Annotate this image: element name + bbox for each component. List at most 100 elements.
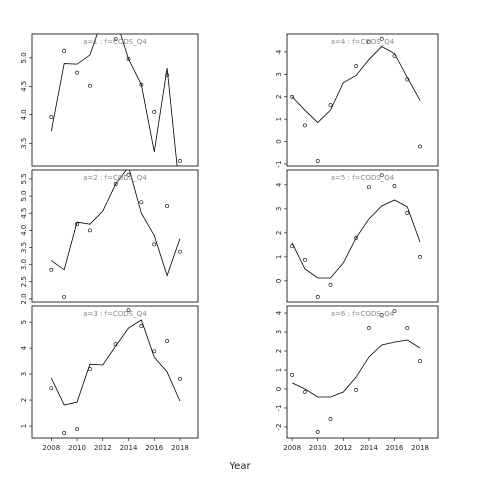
data-point xyxy=(354,64,359,68)
y-tick-label: 4.0 xyxy=(20,109,28,120)
x-tick-label: 2012 xyxy=(94,444,112,452)
panel-frame xyxy=(31,169,199,303)
y-tick-label: -1 xyxy=(275,160,283,167)
data-point xyxy=(418,359,422,363)
panel xyxy=(290,37,422,163)
y-tick-label: 1 xyxy=(275,117,283,121)
x-tick-label: 2016 xyxy=(386,444,404,452)
data-point xyxy=(315,295,320,299)
fit-line xyxy=(291,199,421,279)
data-point xyxy=(139,324,144,328)
y-tick-label: 2.0 xyxy=(20,293,28,304)
y-tick-label: 2.5 xyxy=(20,276,28,287)
y-tick-label: 2 xyxy=(275,95,283,99)
x-tick-label: 2008 xyxy=(42,444,60,452)
y-tick-label: 0 xyxy=(275,139,283,143)
data-point xyxy=(405,326,410,330)
data-point xyxy=(88,367,92,372)
x-tick-label: 2010 xyxy=(309,444,327,452)
data-point xyxy=(49,386,54,391)
panel-frame xyxy=(31,33,199,167)
x-tick-label: 2010 xyxy=(68,444,86,452)
panel-frame xyxy=(286,169,439,303)
panel-frame xyxy=(286,305,439,439)
x-tick-label: 2018 xyxy=(171,444,189,452)
data-point xyxy=(126,57,131,61)
data-point xyxy=(379,37,384,41)
data-point xyxy=(75,70,79,75)
data-point xyxy=(113,182,118,186)
fit-line xyxy=(50,319,181,406)
y-tick-label: 4 xyxy=(275,49,283,54)
x-tick-label: 2016 xyxy=(145,444,163,452)
data-point xyxy=(113,37,118,42)
y-tick-label: 0 xyxy=(275,279,283,283)
panel-title: a=3 : f=CODS_Q4 xyxy=(83,310,147,318)
data-point xyxy=(354,388,359,392)
data-point xyxy=(290,373,295,377)
panel-title: a=5 : f=CODS_Q4 xyxy=(331,174,395,182)
y-tick-label: 5.0 xyxy=(20,190,28,201)
data-point xyxy=(139,200,144,205)
panel-frame xyxy=(286,33,439,167)
x-axis-label: Year xyxy=(228,461,251,472)
data-point xyxy=(62,49,67,53)
y-tick-label: 3 xyxy=(275,207,283,211)
data-point xyxy=(328,103,333,107)
panel xyxy=(49,170,182,299)
data-point xyxy=(75,427,79,432)
data-point xyxy=(165,73,170,77)
y-tick-label: 3.0 xyxy=(20,259,28,270)
y-tick-label: 2 xyxy=(275,231,283,235)
data-point xyxy=(62,431,67,435)
data-point xyxy=(165,339,170,343)
y-tick-label: 3.5 xyxy=(20,242,28,253)
y-tick-label: 1 xyxy=(275,255,283,259)
panel xyxy=(290,309,422,434)
data-point xyxy=(379,313,384,317)
fit-line xyxy=(291,339,421,398)
data-point xyxy=(49,115,54,119)
data-point xyxy=(366,185,371,190)
y-tick-label: 5.0 xyxy=(20,52,28,63)
x-tick-label: 2014 xyxy=(120,444,138,452)
data-point xyxy=(379,173,384,178)
data-point xyxy=(88,228,92,233)
panel xyxy=(49,34,182,166)
data-point xyxy=(152,242,157,247)
data-point xyxy=(152,349,157,354)
y-tick-label: 4 xyxy=(20,345,28,350)
data-point xyxy=(165,204,170,208)
data-point xyxy=(354,236,359,240)
y-tick-label: 4.5 xyxy=(20,208,28,219)
data-point xyxy=(88,83,92,88)
data-point xyxy=(315,159,320,163)
data-point xyxy=(366,326,371,330)
data-point xyxy=(290,244,295,248)
data-point xyxy=(392,54,397,58)
data-point xyxy=(418,144,422,149)
panel-title: a=4 : f=CODS_Q4 xyxy=(331,38,395,46)
y-tick-label: 1 xyxy=(275,368,283,372)
data-point xyxy=(392,309,397,314)
panel xyxy=(290,173,422,299)
panel xyxy=(49,308,182,435)
panel-title: a=1 : f=CODS_Q4 xyxy=(83,38,147,46)
data-point xyxy=(178,158,182,163)
data-point xyxy=(126,308,131,313)
panel-title: a=2 : f=CODS_Q4 xyxy=(83,174,147,182)
y-tick-label: -1 xyxy=(275,404,283,411)
y-tick-label: 3 xyxy=(20,372,28,376)
data-point xyxy=(328,417,333,421)
y-tick-label: 5 xyxy=(20,320,28,324)
y-tick-label: -2 xyxy=(275,423,283,430)
data-point xyxy=(303,123,307,128)
panel-frame xyxy=(31,305,199,439)
y-tick-label: 4.0 xyxy=(20,225,28,236)
y-tick-label: 3 xyxy=(275,330,283,334)
y-tick-label: 3 xyxy=(275,72,283,76)
fit-line xyxy=(50,34,178,166)
y-tick-label: 3.5 xyxy=(20,138,28,149)
fit-line xyxy=(291,46,421,124)
